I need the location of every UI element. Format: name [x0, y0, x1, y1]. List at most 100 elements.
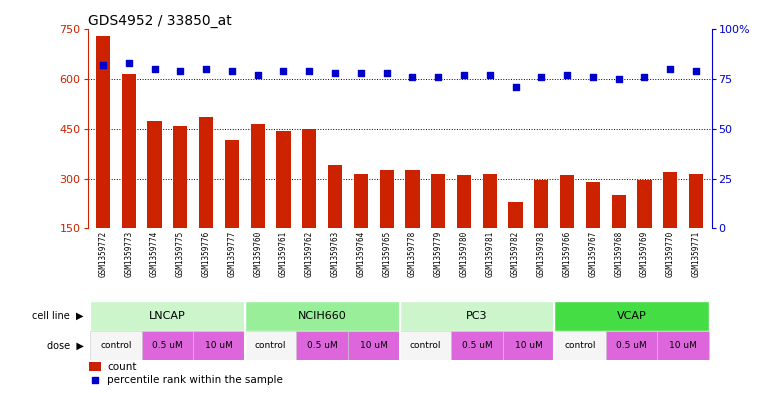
Bar [457, 175, 471, 228]
Text: GSM1359780: GSM1359780 [460, 230, 469, 277]
Bar [658, 331, 709, 360]
Bar [689, 174, 703, 228]
Point [535, 74, 547, 80]
Point [432, 74, 444, 80]
Bar [451, 331, 503, 360]
Text: GSM1359764: GSM1359764 [356, 230, 365, 277]
Point [458, 72, 470, 78]
Bar [400, 331, 451, 360]
Bar [663, 172, 677, 228]
Bar [302, 129, 317, 228]
Bar [348, 331, 400, 360]
Bar [503, 331, 554, 360]
Text: control: control [255, 341, 286, 350]
Text: 0.5 uM: 0.5 uM [461, 341, 492, 350]
Bar [554, 301, 709, 331]
Text: control: control [564, 341, 596, 350]
Bar [380, 170, 393, 228]
Point [123, 60, 135, 66]
Bar [554, 331, 606, 360]
Bar [89, 362, 101, 371]
Text: control: control [409, 341, 441, 350]
Bar [328, 165, 342, 228]
Text: GSM1359768: GSM1359768 [614, 230, 623, 277]
Text: 10 uM: 10 uM [514, 341, 543, 350]
Text: count: count [107, 362, 137, 371]
Point [148, 66, 161, 72]
Text: GSM1359767: GSM1359767 [588, 230, 597, 277]
Text: GSM1359760: GSM1359760 [253, 230, 263, 277]
Bar [354, 174, 368, 228]
Point [690, 68, 702, 74]
Text: GSM1359775: GSM1359775 [176, 230, 185, 277]
Bar [245, 331, 296, 360]
Point [380, 70, 393, 76]
Bar [638, 180, 651, 228]
Text: GSM1359778: GSM1359778 [408, 230, 417, 277]
Point [638, 74, 651, 80]
Bar [142, 331, 193, 360]
Point [664, 66, 677, 72]
Point [226, 68, 238, 74]
Bar [296, 331, 348, 360]
Point [97, 62, 109, 68]
Point [355, 70, 367, 76]
Text: GSM1359765: GSM1359765 [382, 230, 391, 277]
Text: GSM1359769: GSM1359769 [640, 230, 649, 277]
Text: 0.5 uM: 0.5 uM [152, 341, 183, 350]
Bar [431, 174, 445, 228]
Text: GSM1359763: GSM1359763 [330, 230, 339, 277]
Text: GSM1359762: GSM1359762 [304, 230, 314, 277]
Bar [276, 130, 291, 228]
Point [303, 68, 315, 74]
Bar [612, 195, 626, 228]
Point [406, 74, 419, 80]
Text: dose  ▶: dose ▶ [47, 340, 84, 351]
Text: VCAP: VCAP [616, 311, 647, 321]
Text: NCIH660: NCIH660 [298, 311, 346, 321]
Text: GSM1359770: GSM1359770 [666, 230, 675, 277]
Point [278, 68, 290, 74]
Text: 10 uM: 10 uM [205, 341, 233, 350]
Bar [606, 331, 658, 360]
Bar [560, 175, 575, 228]
Text: GSM1359776: GSM1359776 [202, 230, 211, 277]
Point [252, 72, 264, 78]
Bar [245, 301, 400, 331]
Point [509, 84, 521, 90]
Bar [406, 170, 419, 228]
Bar [586, 182, 600, 228]
Text: GSM1359782: GSM1359782 [511, 230, 520, 277]
Text: LNCAP: LNCAP [149, 311, 186, 321]
Text: GSM1359781: GSM1359781 [486, 230, 495, 277]
Point [561, 72, 573, 78]
Bar [122, 74, 136, 228]
Point [174, 68, 186, 74]
Bar [400, 301, 554, 331]
Text: GSM1359774: GSM1359774 [150, 230, 159, 277]
Text: 10 uM: 10 uM [360, 341, 387, 350]
Text: percentile rank within the sample: percentile rank within the sample [107, 375, 283, 385]
Text: GSM1359783: GSM1359783 [537, 230, 546, 277]
Text: cell line  ▶: cell line ▶ [32, 311, 84, 321]
Bar [174, 125, 187, 228]
Text: GSM1359777: GSM1359777 [228, 230, 237, 277]
Point [587, 74, 599, 80]
Point [89, 376, 101, 383]
Text: GSM1359779: GSM1359779 [434, 230, 443, 277]
Bar [199, 117, 213, 228]
Bar [534, 180, 549, 228]
Point [329, 70, 341, 76]
Text: PC3: PC3 [466, 311, 488, 321]
Point [613, 76, 625, 82]
Text: GSM1359773: GSM1359773 [124, 230, 133, 277]
Text: control: control [100, 341, 132, 350]
Bar [250, 124, 265, 228]
Bar [96, 36, 110, 228]
Text: GDS4952 / 33850_at: GDS4952 / 33850_at [88, 15, 231, 28]
Text: 10 uM: 10 uM [669, 341, 697, 350]
Text: GSM1359761: GSM1359761 [279, 230, 288, 277]
Bar [148, 121, 161, 228]
Bar [508, 202, 523, 228]
Text: GSM1359766: GSM1359766 [562, 230, 572, 277]
